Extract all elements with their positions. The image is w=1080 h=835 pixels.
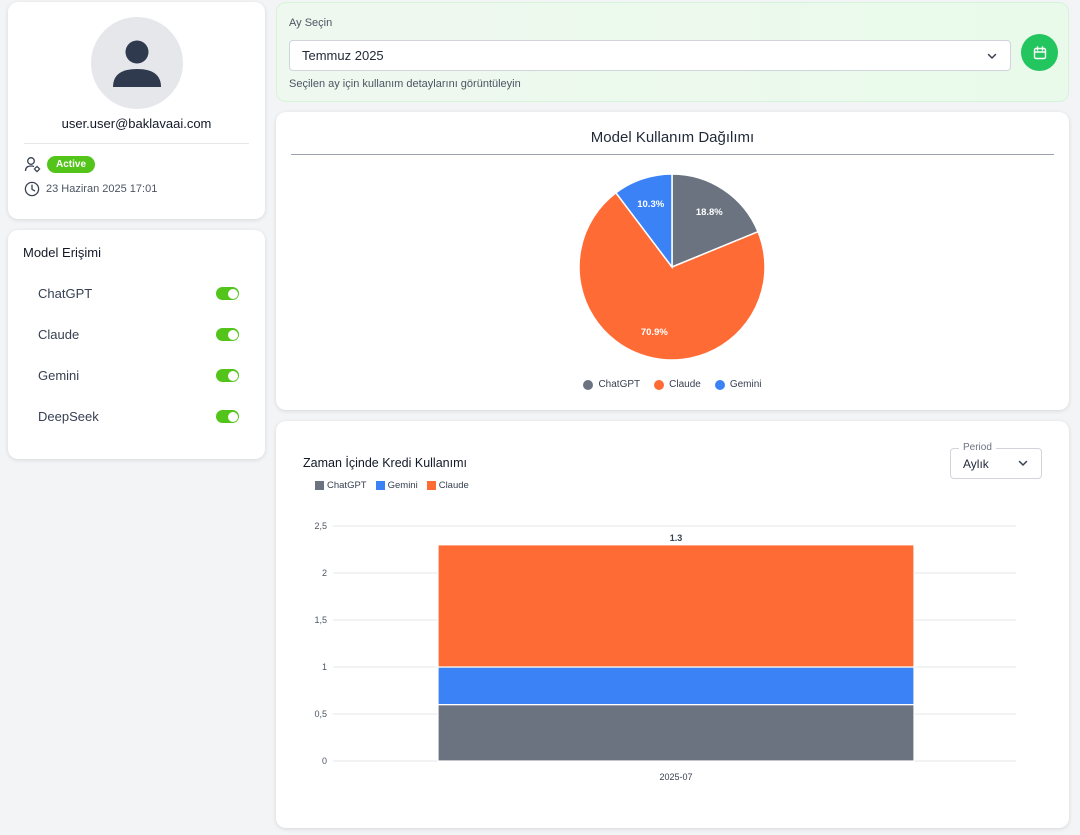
title-divider [291, 154, 1054, 155]
model-row-claude: Claude [38, 327, 239, 342]
avatar [91, 17, 183, 109]
status-badge: Active [47, 156, 96, 173]
legend-swatch [375, 481, 385, 490]
legend-item-gemini[interactable]: Gemini [375, 480, 418, 491]
toggle-gemini[interactable] [216, 369, 239, 382]
month-select[interactable]: Temmuz 2025 [289, 40, 1011, 71]
legend-item-chatgpt[interactable]: ChatGPT [583, 379, 640, 390]
month-select-card: Ay Seçin Temmuz 2025 Seçilen ay için kul… [276, 2, 1069, 102]
toggle-chatgpt[interactable] [216, 287, 239, 300]
created-date: 23 Haziran 2025 17:01 [46, 183, 158, 195]
y-tick-label: 1,5 [314, 615, 327, 625]
calendar-icon [1033, 45, 1046, 59]
legend-dot [654, 379, 665, 390]
bar-legend: ChatGPT Gemini Claude [315, 480, 469, 491]
pie-slice-chatgpt[interactable] [671, 173, 760, 269]
legend-dot [583, 379, 594, 390]
user-icon [113, 40, 161, 87]
bar-segment-gemini[interactable] [437, 666, 915, 706]
legend-label: Gemini [387, 480, 418, 491]
model-label: Claude [38, 327, 80, 342]
created-date-row: 23 Haziran 2025 17:01 [24, 181, 157, 197]
legend-item-gemini[interactable]: Gemini [714, 379, 762, 390]
y-tick-label: 0 [322, 756, 327, 766]
model-row-deepseek: DeepSeek [38, 409, 239, 424]
toggle-deepseek[interactable] [216, 410, 239, 423]
month-select-label: Ay Seçin [289, 17, 333, 29]
user-email: user.user@baklavaai.com [61, 116, 212, 131]
pie-slice-label: 10.3% [637, 199, 664, 210]
profile-card: user.user@baklavaai.com Active 23 Hazira… [8, 2, 265, 219]
period-select[interactable]: Period Aylık [950, 442, 1042, 479]
month-select-value: Temmuz 2025 [302, 48, 384, 63]
user-settings-icon [24, 157, 41, 173]
calendar-button[interactable] [1021, 34, 1058, 71]
legend-label: Gemini [729, 379, 762, 390]
pie-slice-label: 18.8% [696, 207, 723, 218]
clock-icon [24, 181, 40, 197]
model-label: DeepSeek [38, 409, 99, 424]
bar-segment-chatgpt[interactable] [437, 704, 915, 762]
y-tick-label: 0,5 [314, 709, 327, 719]
legend-label: ChatGPT [598, 379, 641, 390]
x-tick-label: 2025-07 [659, 772, 692, 782]
bar-value-label: 1.3 [670, 533, 683, 543]
model-label: Gemini [38, 368, 80, 383]
y-tick-label: 2,5 [314, 521, 327, 531]
model-row-chatgpt: ChatGPT [38, 286, 239, 301]
model-label: ChatGPT [38, 286, 93, 301]
legend-swatch [315, 481, 324, 490]
period-value: Aylık [963, 457, 989, 471]
y-tick-label: 1 [322, 662, 327, 672]
y-tick-label: 2 [322, 568, 327, 578]
legend-label: ChatGPT [327, 480, 367, 491]
period-label: Period [959, 442, 996, 453]
pie-slice-claude[interactable] [578, 191, 766, 361]
legend-swatch [426, 481, 436, 490]
divider [24, 143, 249, 144]
chevron-down-icon [987, 53, 997, 59]
pie-slice-gemini[interactable] [614, 173, 673, 270]
legend-item-chatgpt[interactable]: ChatGPT [315, 480, 367, 491]
pie-legend: ChatGPT Claude Gemini [276, 379, 1069, 390]
chevron-down-icon [1018, 460, 1028, 466]
model-usage-card: Model Kullanım Dağılımı 18.8% 70.9% 10.3% … [276, 112, 1069, 410]
toggle-claude[interactable] [216, 328, 239, 341]
credit-usage-card: Zaman İçinde Kredi Kullanımı Period Aylı… [276, 421, 1069, 828]
legend-dot [714, 379, 725, 390]
legend-label: Claude [438, 480, 469, 491]
legend-label: Claude [669, 379, 701, 390]
model-access-card: Model Erişimi ChatGPT Claude Gemini Deep… [8, 230, 265, 459]
legend-item-claude[interactable]: Claude [654, 379, 701, 390]
bar-chart-title: Zaman İçinde Kredi Kullanımı [303, 456, 467, 470]
pie-chart: 18.8% 70.9% 10.3% [578, 173, 766, 361]
status-row: Active [24, 156, 96, 173]
legend-item-claude[interactable]: Claude [426, 480, 469, 491]
model-access-title: Model Erişimi [23, 245, 102, 260]
pie-chart-title: Model Kullanım Dağılımı [590, 129, 755, 146]
month-select-hint: Seçilen ay için kullanım detaylarını gör… [289, 78, 521, 90]
bar-segment-claude[interactable] [437, 544, 915, 668]
model-row-gemini: Gemini [38, 368, 239, 383]
pie-slice-label: 70.9% [641, 327, 668, 338]
